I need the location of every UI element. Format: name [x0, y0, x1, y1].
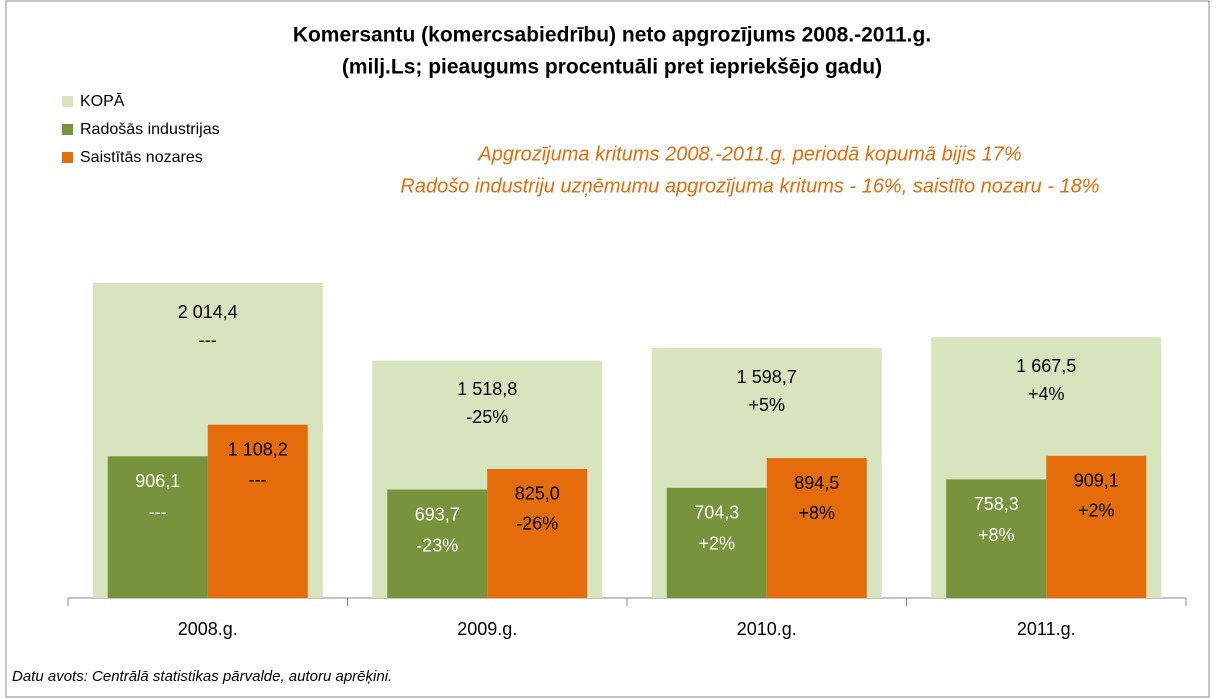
change-label: +8% [978, 525, 1015, 545]
change-label: --- [199, 330, 217, 350]
change-label: -26% [516, 514, 558, 534]
legend-swatch [62, 152, 73, 163]
legend-swatch [62, 124, 73, 135]
change-label: +2% [1078, 501, 1115, 521]
bar [666, 487, 767, 598]
legend-label: KOPĀ [80, 92, 125, 110]
change-label: +8% [798, 503, 835, 523]
annotation: Radošo industriju uzņēmumu apgrozījuma k… [400, 175, 1099, 197]
x-tick-label: 2008.g. [178, 619, 238, 639]
chart-title: Komersantu (komercsabiedrību) neto apgro… [293, 24, 931, 47]
change-label: -23% [416, 535, 458, 555]
x-tick-label: 2011.g. [1017, 619, 1076, 639]
value-label: 2 014,4 [178, 302, 238, 322]
legend-label: Radošās industrijas [80, 121, 220, 138]
change-label: +2% [698, 534, 735, 554]
bar [766, 458, 867, 598]
bar [1046, 455, 1147, 598]
value-label: 906,1 [135, 471, 180, 491]
change-label: -25% [466, 407, 508, 427]
value-label: 909,1 [1074, 471, 1119, 491]
chart-subtitle: (milj.Ls; pieaugums procentuāli pret iep… [342, 56, 882, 79]
legend-swatch [62, 96, 73, 107]
bar [946, 479, 1047, 598]
value-label: 1 667,5 [1016, 356, 1076, 376]
bar [487, 468, 588, 598]
value-label: 1 108,2 [228, 439, 288, 459]
legend-label: Saistītās nozares [80, 149, 203, 166]
value-label: 1 598,7 [737, 367, 797, 387]
value-label: 1 518,8 [457, 379, 517, 399]
annotation: Apgrozījuma kritums 2008.-2011.g. period… [477, 143, 1021, 165]
change-label: +4% [1028, 384, 1065, 404]
bar [387, 489, 488, 598]
value-label: 894,5 [794, 473, 839, 493]
value-label: 758,3 [974, 494, 1019, 514]
x-tick-label: 2010.g. [737, 619, 797, 639]
value-label: 704,3 [694, 503, 739, 523]
bar [107, 456, 208, 598]
bar [207, 424, 308, 598]
change-label: --- [249, 469, 267, 489]
change-label: --- [149, 502, 167, 522]
change-label: +5% [748, 395, 785, 415]
source-note: Datu avots: Centrālā statistikas pārvald… [12, 668, 392, 685]
value-label: 693,7 [415, 504, 460, 524]
x-tick-label: 2009.g. [457, 619, 517, 639]
value-label: 825,0 [515, 484, 560, 504]
